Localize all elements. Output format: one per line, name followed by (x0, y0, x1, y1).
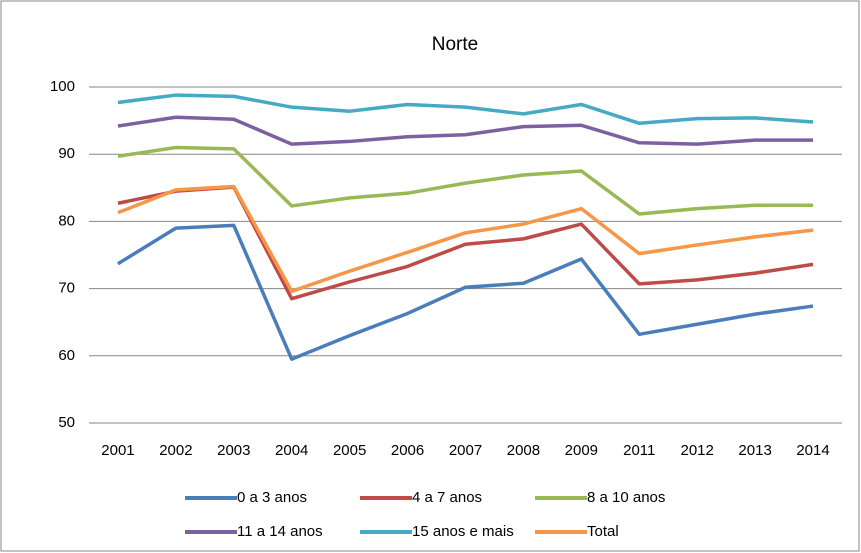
x-tick-label: 2005 (333, 442, 366, 459)
legend-label: 0 a 3 anos (237, 489, 307, 506)
series-line (117, 145, 814, 216)
series-line (117, 223, 814, 361)
x-tick-label: 2009 (565, 442, 598, 459)
x-tick-label: 2006 (391, 442, 424, 459)
x-tick-label: 2011 (623, 442, 655, 459)
y-tick-label: 80 (58, 212, 75, 229)
x-tick-label: 2003 (217, 442, 250, 459)
series-line (117, 115, 814, 146)
y-tick-label: 100 (50, 78, 75, 95)
legend-label: 8 a 10 anos (587, 489, 665, 506)
x-tick-label: 2014 (796, 442, 829, 459)
chart-title: Norte (432, 34, 478, 55)
x-tick-label: 2004 (275, 442, 308, 459)
legend-label: 15 anos e mais (412, 523, 514, 540)
legend-label: 4 a 7 anos (412, 489, 482, 506)
legend-label: Total (587, 523, 619, 540)
y-tick-label: 90 (58, 145, 75, 162)
x-tick-label: 2013 (738, 442, 771, 459)
y-tick-label: 70 (58, 280, 75, 297)
y-tick-label: 50 (58, 414, 75, 431)
x-tick-label: 2002 (159, 442, 192, 459)
series-line (117, 93, 814, 126)
series-line (117, 184, 814, 294)
y-tick-label: 60 (58, 347, 75, 364)
x-tick-label: 2001 (101, 442, 134, 459)
x-tick-label: 2007 (449, 442, 482, 459)
legend-label: 11 a 14 anos (237, 523, 323, 540)
x-tick-label: 2008 (507, 442, 540, 459)
x-tick-label: 2012 (681, 442, 714, 459)
